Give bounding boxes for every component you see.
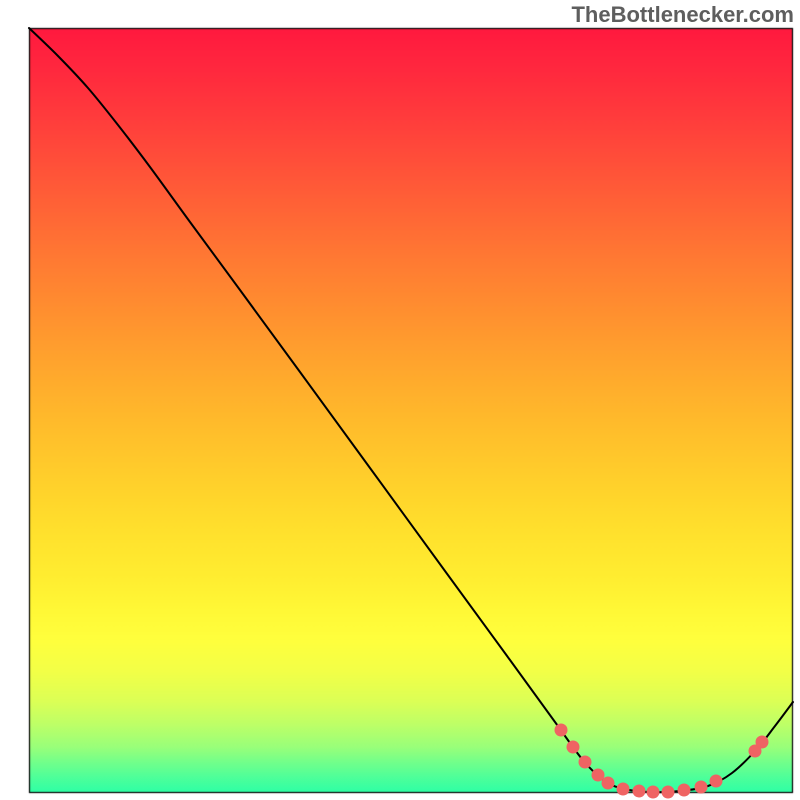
curve-marker — [579, 756, 592, 769]
curve-marker — [710, 775, 723, 788]
bottleneck-curve — [29, 28, 793, 792]
bottleneck-chart: TheBottlenecker.com — [0, 0, 800, 800]
curve-marker — [678, 784, 691, 797]
curve-marker — [756, 736, 769, 749]
curve-marker — [567, 741, 580, 754]
curve-marker — [617, 783, 630, 796]
curve-marker — [602, 777, 615, 790]
curve-marker — [695, 781, 708, 794]
watermark-text: TheBottlenecker.com — [571, 2, 794, 28]
curve-marker — [633, 785, 646, 798]
curve-marker — [555, 724, 568, 737]
curve-marker — [647, 786, 660, 799]
curve-marker — [662, 786, 675, 799]
curve-layer — [0, 0, 800, 800]
